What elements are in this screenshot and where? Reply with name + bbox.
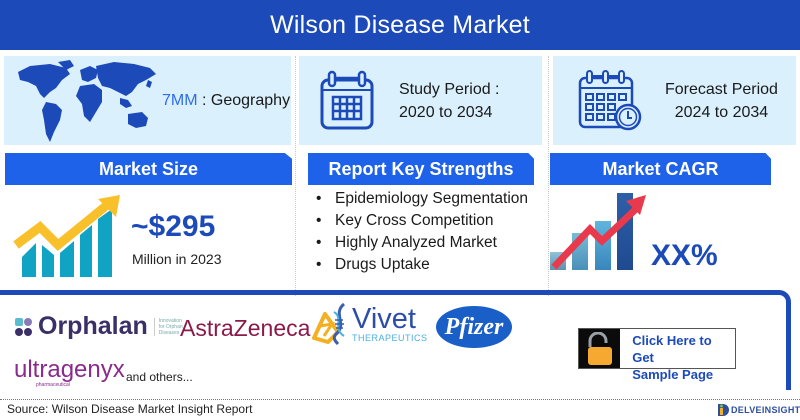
astrazeneca-name: AstraZeneca — [180, 314, 311, 341]
orphalan-logo: Orphalan Innovation for Orphan Diseases — [14, 312, 188, 341]
page-title: Wilson Disease Market — [270, 10, 530, 39]
calendar-icon — [320, 70, 374, 129]
lock-container — [579, 329, 621, 368]
header-banner: Wilson Disease Market — [0, 0, 800, 50]
geography-label: : Geography — [197, 92, 291, 109]
get-sample-page-button[interactable]: Click Here to Get Sample Page — [578, 328, 736, 382]
market-cagr-value: XX% — [651, 239, 718, 272]
forecast-period-text: Forecast Period 2024 to 2034 — [665, 78, 778, 124]
forecast-period-range: 2024 to 2034 — [674, 103, 769, 121]
world-map-icon — [18, 59, 156, 142]
delveinsight-logo: DELVEINSIGHT — [716, 403, 800, 417]
ultragenyx-subtitle: pharmaceutical — [36, 382, 70, 388]
others-text: and others... — [126, 370, 193, 384]
unlock-icon — [587, 331, 612, 365]
growth-chart-icon — [13, 195, 120, 277]
ultragenyx-name: ultragenyx — [14, 356, 125, 383]
geography-card: 7MM : Geography — [4, 56, 291, 145]
orphalan-tagline: Innovation for Orphan Diseases — [153, 317, 188, 336]
key-strengths-tab-label: Report Key Strengths — [328, 158, 514, 179]
orphalan-dots-icon — [15, 317, 32, 336]
market-size-tab-label: Market Size — [98, 158, 199, 179]
market-cagr-tab-label: Market CAGR — [602, 158, 719, 179]
key-strengths-tab: Report Key Strengths — [308, 153, 534, 185]
vivet-logo: Vivet THERAPEUTICS — [330, 302, 428, 346]
vivet-name: Vivet — [352, 303, 416, 335]
geography-text: 7MM : Geography — [162, 89, 290, 112]
sample-button-line2: Sample Page — [632, 367, 714, 382]
list-item: Epidemiology Segmentation — [316, 188, 528, 210]
ultragenyx-logo: ultragenyx pharmaceutical — [14, 356, 125, 389]
list-item: Drugs Uptake — [316, 254, 528, 276]
companies-section — [0, 290, 791, 390]
forecast-period-card: Forecast Period 2024 to 2034 — [553, 56, 796, 145]
market-size-tab: Market Size — [5, 153, 292, 185]
study-period-label: Study Period : — [399, 80, 500, 98]
orphalan-name: Orphalan — [38, 312, 148, 340]
pfizer-name: Pfizer — [444, 313, 504, 340]
study-period-text: Study Period : 2020 to 2034 — [399, 78, 500, 124]
sample-button-label: Click Here to Get Sample Page — [620, 329, 735, 382]
pfizer-logo: Pfizer — [436, 306, 512, 348]
column-divider — [295, 56, 296, 296]
delveinsight-mark-icon — [718, 404, 729, 416]
dna-helix-icon — [332, 302, 346, 346]
market-size-value: ~$295 — [131, 210, 216, 243]
calendar-clock-icon — [578, 69, 642, 130]
list-item: Key Cross Competition — [316, 210, 528, 232]
source-text: Source: Wilson Disease Market Insight Re… — [7, 402, 253, 416]
study-period-card: Study Period : 2020 to 2034 — [299, 56, 542, 145]
rising-bars-icon — [550, 193, 646, 270]
sample-button-line1: Click Here to Get — [632, 333, 712, 365]
footer-divider — [0, 399, 800, 400]
key-strengths-list: Epidemiology Segmentation Key Cross Comp… — [316, 188, 528, 276]
forecast-period-label: Forecast Period — [665, 80, 778, 98]
vivet-subtitle: THERAPEUTICS — [352, 333, 428, 343]
market-cagr-tab: Market CAGR — [550, 153, 771, 185]
astrazeneca-logo: AstraZeneca — [180, 312, 341, 344]
column-divider — [548, 56, 549, 296]
astrazeneca-symbol-icon — [312, 312, 341, 344]
study-period-range: 2020 to 2034 — [399, 103, 493, 121]
list-item: Highly Analyzed Market — [316, 232, 528, 254]
market-size-subtitle: Million in 2023 — [132, 251, 222, 267]
geography-highlight: 7MM — [162, 92, 198, 109]
delveinsight-name: DELVEINSIGHT — [731, 405, 800, 415]
